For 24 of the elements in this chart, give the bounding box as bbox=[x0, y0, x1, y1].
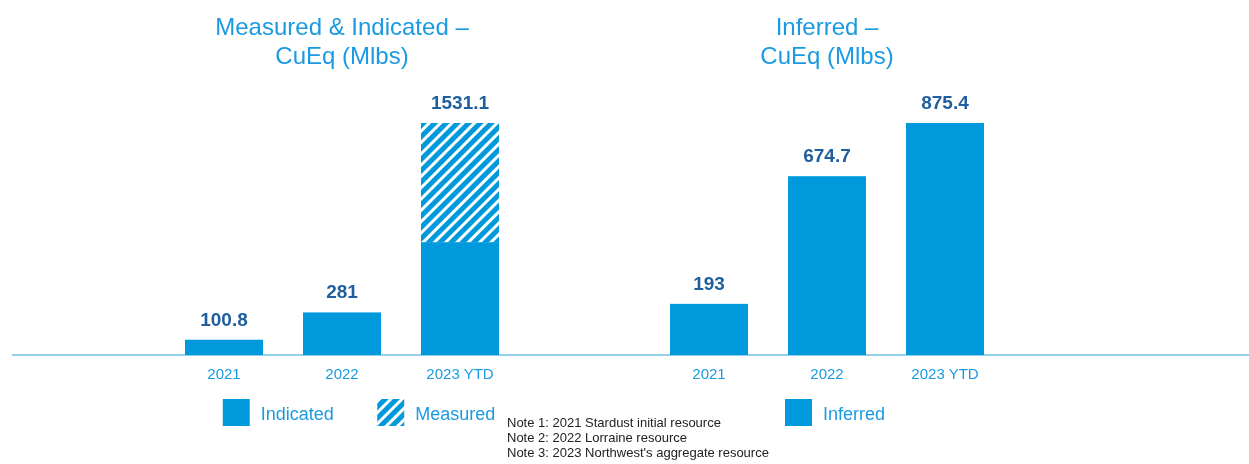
x-tick-label: 2021 bbox=[207, 365, 241, 382]
bar bbox=[421, 123, 499, 243]
bar bbox=[185, 339, 263, 355]
text: Note 1: 2021 Stardust initial resource bbox=[507, 415, 721, 430]
legend-label: Measured bbox=[415, 404, 496, 424]
x-tick-label: 2022 bbox=[810, 365, 844, 382]
x-tick-label: 2022 bbox=[325, 365, 359, 382]
bar bbox=[421, 242, 499, 355]
x-tick-label: 2021 bbox=[692, 365, 726, 382]
bar bbox=[303, 312, 381, 355]
chart-title: Measured & Indicated – CuEq (Mlbs) bbox=[215, 13, 470, 69]
data-label: 193 bbox=[693, 272, 725, 294]
data-label: 875.4 bbox=[921, 92, 970, 113]
x-tick-label: 2023 YTD bbox=[911, 365, 979, 382]
legend-label: Inferred bbox=[823, 404, 886, 424]
chart-title: Inferred – CuEq (Mlbs) bbox=[760, 13, 894, 69]
total-label: 1531.1 bbox=[430, 92, 490, 113]
text: Note 3: 2023 Northwest's aggregate resource bbox=[507, 445, 769, 460]
data-label: 674.7 bbox=[803, 145, 851, 167]
x-tick-label: 2023 YTD bbox=[426, 365, 494, 382]
data-label: 100.8 bbox=[200, 308, 248, 330]
legend-label: Indicated bbox=[260, 404, 334, 424]
data-label: 281 bbox=[326, 281, 359, 303]
text: Note 2: 2022 Lorraine resource bbox=[507, 430, 687, 445]
